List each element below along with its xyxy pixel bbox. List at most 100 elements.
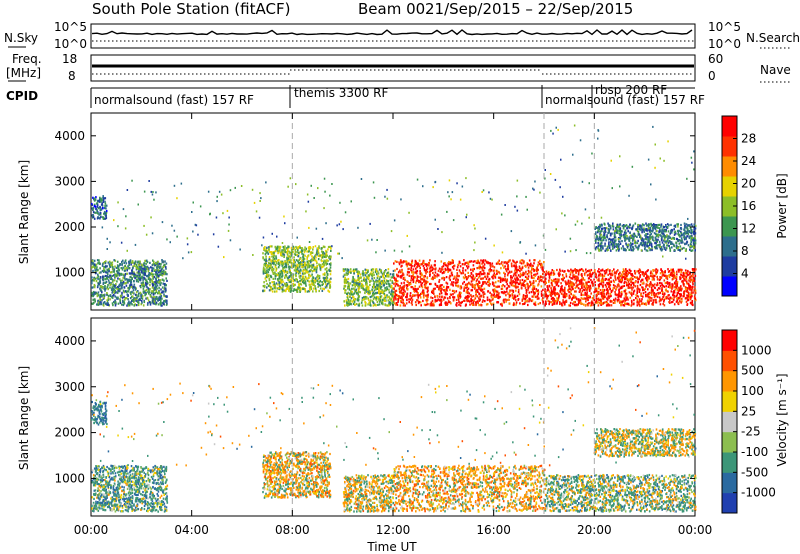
- data-cell: [559, 273, 561, 276]
- data-cell: [306, 257, 308, 260]
- data-cell: [320, 247, 323, 250]
- data-cell: [286, 253, 289, 256]
- data-cell: [486, 261, 488, 264]
- data-cell: [345, 278, 348, 281]
- data-cell: [282, 262, 284, 265]
- data-cell: [683, 295, 685, 298]
- data-cell: [124, 267, 126, 270]
- data-cell: [510, 275, 512, 278]
- data-cell: [489, 283, 491, 286]
- data-cell: [426, 281, 429, 284]
- data-cell: [318, 284, 320, 287]
- data-cell: [153, 269, 155, 272]
- data-cell: [263, 263, 265, 266]
- data-cell: [143, 266, 146, 269]
- data-cell: [537, 277, 539, 280]
- data-cell: [523, 281, 525, 284]
- data-cell: [673, 272, 676, 275]
- data-cell: [93, 217, 96, 220]
- data-cell: [100, 303, 103, 306]
- data-cell: [676, 291, 679, 294]
- data-cell: [288, 265, 290, 269]
- data-cell: [450, 262, 453, 265]
- data-cell: [354, 268, 357, 271]
- data-cell: [471, 299, 473, 302]
- data-cell: [401, 287, 404, 290]
- data-cell: [513, 273, 516, 276]
- data-cell: [593, 269, 596, 272]
- data-cell: [360, 276, 362, 279]
- data-cell: [624, 291, 626, 294]
- data-cell: [139, 298, 141, 301]
- data-cell: [519, 302, 521, 305]
- data-cell: [405, 260, 408, 263]
- data-cell: [632, 286, 634, 289]
- data-cell: [498, 292, 500, 295]
- data-cell: [134, 288, 137, 291]
- data-cell: [109, 276, 111, 279]
- data-cell: [105, 211, 108, 214]
- data-cell: [509, 271, 511, 274]
- data-cell: [506, 290, 508, 293]
- data-cell: [304, 290, 307, 293]
- data-cell: [503, 261, 506, 264]
- data-cell: [301, 263, 303, 266]
- data-cell: [457, 298, 460, 301]
- data-cell: [372, 291, 374, 294]
- data-cell: [328, 281, 330, 284]
- data-cell: [478, 262, 481, 265]
- data-cell: [269, 251, 271, 254]
- data-cell: [683, 274, 686, 277]
- data-cell: [143, 290, 146, 293]
- data-cell: [412, 268, 415, 271]
- data-cell: [104, 302, 107, 305]
- data-cell: [410, 276, 413, 280]
- data-cell: [155, 271, 157, 274]
- data-cell: [151, 290, 153, 293]
- data-cell: [93, 290, 95, 294]
- data-cell: [419, 281, 422, 284]
- data-cell: [121, 279, 124, 282]
- data-cell: [447, 270, 449, 273]
- data-cell: [302, 279, 305, 282]
- data-cell: [115, 273, 117, 276]
- data-cell: [132, 291, 134, 294]
- data-cell: [411, 262, 413, 265]
- data-cell: [147, 277, 150, 280]
- data-cell: [282, 284, 285, 287]
- data-cell: [584, 291, 586, 294]
- data-cell: [440, 268, 443, 271]
- data-cell: [351, 295, 354, 299]
- data-cell: [378, 290, 381, 293]
- data-cell: [651, 272, 654, 275]
- data-cell: [269, 267, 271, 270]
- data-cell: [487, 284, 490, 287]
- data-cell: [517, 282, 520, 285]
- data-cell: [154, 263, 157, 266]
- data-cell: [95, 268, 98, 271]
- data-cell: [451, 274, 454, 277]
- data-cell: [488, 270, 491, 273]
- data-cell: [424, 281, 427, 284]
- data-cell: [99, 302, 101, 305]
- data-cell: [372, 292, 374, 295]
- data-cell: [146, 267, 149, 270]
- data-cell: [671, 287, 673, 290]
- data-cell: [403, 302, 405, 306]
- data-cell: [355, 283, 358, 287]
- data-cell: [388, 285, 390, 288]
- data-cell: [410, 266, 413, 269]
- data-cell: [147, 299, 150, 302]
- data-cell: [601, 293, 603, 296]
- data-cell: [650, 283, 652, 286]
- data-cell: [542, 276, 544, 279]
- data-cell: [497, 296, 500, 299]
- data-cell: [534, 292, 536, 295]
- data-cell: [656, 288, 659, 291]
- data-cell: [679, 297, 681, 300]
- data-cell: [277, 272, 280, 275]
- data-cell: [127, 304, 130, 307]
- data-cell: [568, 270, 570, 273]
- data-cell: [347, 280, 349, 284]
- data-cell: [373, 282, 375, 285]
